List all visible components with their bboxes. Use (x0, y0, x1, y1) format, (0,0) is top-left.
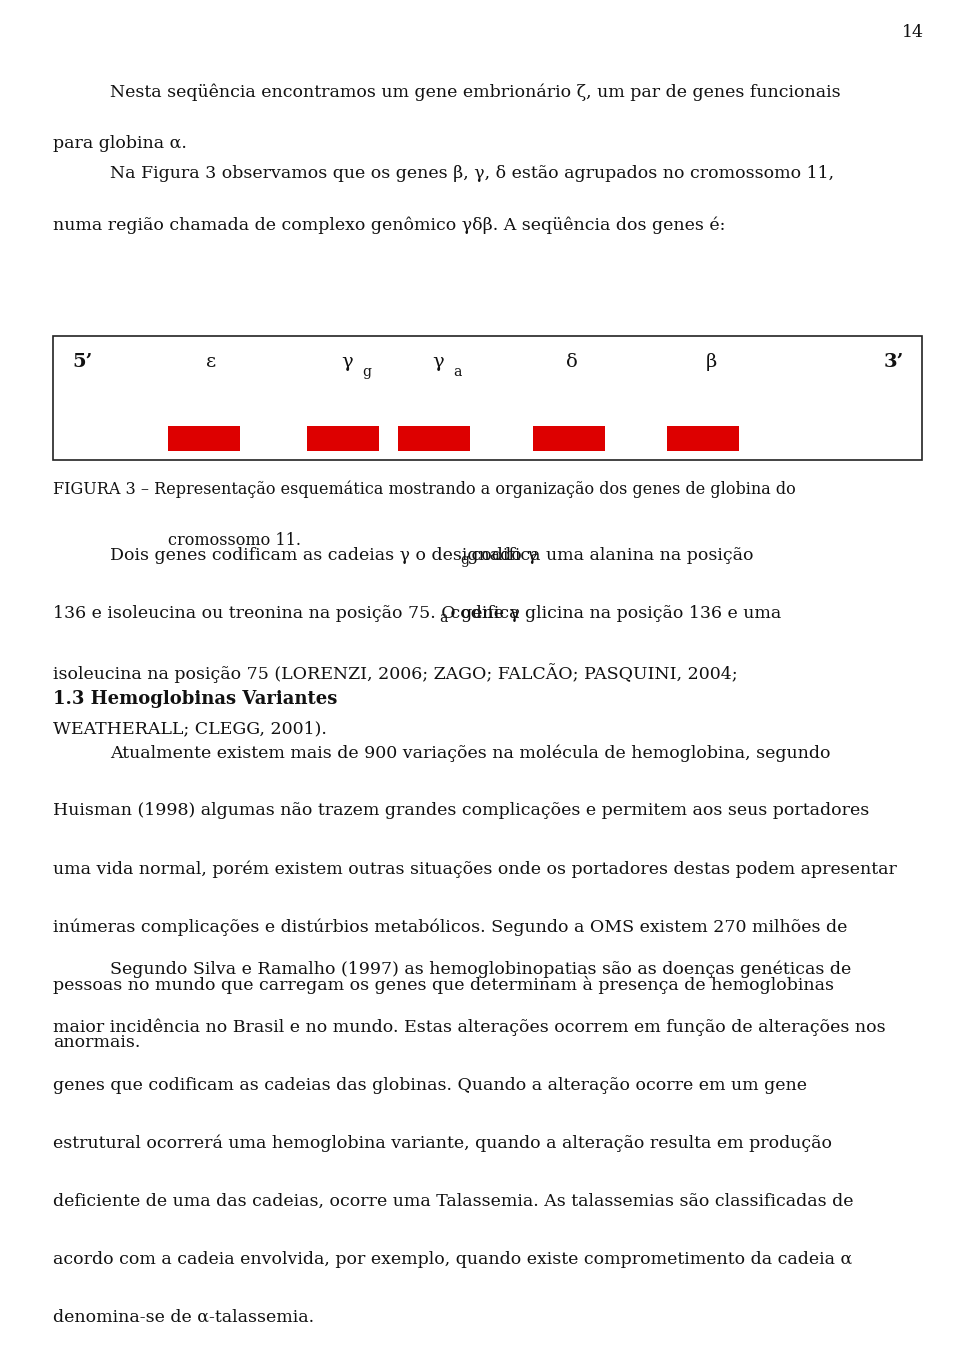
Text: a: a (453, 365, 462, 379)
Text: 136 e isoleucina ou treonina na posição 75. O gene γ: 136 e isoleucina ou treonina na posição … (53, 605, 519, 621)
Text: codifica uma alanina na posição: codifica uma alanina na posição (466, 547, 754, 564)
Text: para globina α.: para globina α. (53, 135, 186, 153)
Text: 1.3 Hemoglobinas Variantes: 1.3 Hemoglobinas Variantes (53, 690, 337, 708)
Text: deficiente de uma das cadeias, ocorre uma Talassemia. As talassemias são classif: deficiente de uma das cadeias, ocorre um… (53, 1193, 853, 1210)
Text: uma vida normal, porém existem outras situações onde os portadores destas podem : uma vida normal, porém existem outras si… (53, 861, 897, 878)
Text: β: β (706, 353, 717, 371)
Text: maior incidência no Brasil e no mundo. Estas alterações ocorrem em função de alt: maior incidência no Brasil e no mundo. E… (53, 1019, 885, 1036)
Text: a: a (440, 612, 448, 625)
Text: γ: γ (432, 353, 444, 371)
Text: Segundo Silva e Ramalho (1997) as hemoglobinopatias são as doenças genéticas de: Segundo Silva e Ramalho (1997) as hemogl… (110, 961, 852, 978)
Text: γ: γ (341, 353, 352, 371)
Text: inúmeras complicações e distúrbios metabólicos. Segundo a OMS existem 270 milhõe: inúmeras complicações e distúrbios metab… (53, 919, 847, 936)
Text: 5’: 5’ (72, 353, 92, 371)
Bar (533, 426, 605, 451)
Text: isoleucina na posição 75 (LORENZI, 2006; ZAGO; FALCÃO; PASQUINI, 2004;: isoleucina na posição 75 (LORENZI, 2006;… (53, 663, 737, 682)
Text: δ: δ (566, 353, 578, 371)
Text: Na Figura 3 observamos que os genes β, γ, δ estão agrupados no cromossomo 11,: Na Figura 3 observamos que os genes β, γ… (110, 165, 834, 183)
Bar (307, 426, 379, 451)
Text: 3’: 3’ (883, 353, 903, 371)
Text: numa região chamada de complexo genômico γδβ. A seqüência dos genes é:: numa região chamada de complexo genômico… (53, 216, 725, 234)
Bar (168, 426, 240, 451)
Text: WEATHERALL; CLEGG, 2001).: WEATHERALL; CLEGG, 2001). (53, 721, 326, 737)
Text: g: g (460, 553, 469, 567)
Text: ε: ε (206, 353, 217, 371)
Text: 14: 14 (901, 24, 924, 42)
Bar (667, 426, 739, 451)
Text: denomina-se de α-talassemia.: denomina-se de α-talassemia. (53, 1308, 314, 1326)
Text: g: g (362, 365, 371, 379)
Text: cromossomo 11.: cromossomo 11. (168, 532, 301, 549)
Text: Nesta seqüência encontramos um gene embrionário ζ, um par de genes funcionais: Nesta seqüência encontramos um gene embr… (110, 84, 841, 101)
Text: Atualmente existem mais de 900 variações na molécula de hemoglobina, segundo: Atualmente existem mais de 900 variações… (110, 744, 831, 762)
Text: Dois genes codificam as cadeias γ o designado γ: Dois genes codificam as cadeias γ o desi… (110, 547, 538, 564)
Text: acordo com a cadeia envolvida, por exemplo, quando existe comprometimento da cad: acordo com a cadeia envolvida, por exemp… (53, 1250, 852, 1268)
Text: Huisman (1998) algumas não trazem grandes complicações e permitem aos seus porta: Huisman (1998) algumas não trazem grande… (53, 802, 869, 819)
Text: estrutural ocorrerá uma hemoglobina variante, quando a alteração resulta em prod: estrutural ocorrerá uma hemoglobina vari… (53, 1135, 831, 1153)
Text: codifica glicina na posição 136 e uma: codifica glicina na posição 136 e uma (445, 605, 781, 621)
Bar (398, 426, 470, 451)
Text: FIGURA 3 – Representação esquemática mostrando a organização dos genes de globin: FIGURA 3 – Representação esquemática mos… (53, 480, 796, 498)
Text: anormais.: anormais. (53, 1034, 140, 1051)
Text: pessoas no mundo que carregam os genes que determinam à presença de hemoglobinas: pessoas no mundo que carregam os genes q… (53, 977, 834, 994)
Bar (53, 336, 922, 460)
Text: genes que codificam as cadeias das globinas. Quando a alteração ocorre em um gen: genes que codificam as cadeias das globi… (53, 1077, 806, 1093)
